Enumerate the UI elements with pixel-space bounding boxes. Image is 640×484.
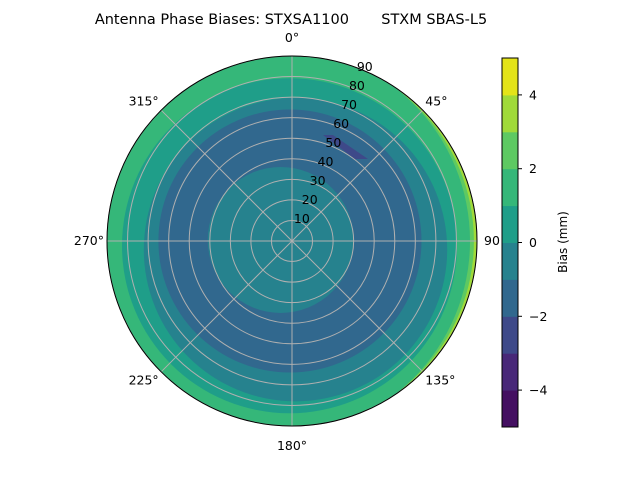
angular-tick-label: 315° xyxy=(129,94,159,109)
polar-grid xyxy=(106,55,478,427)
chart-title: Antenna Phase Biases: STXSA1100 STXM SBA… xyxy=(95,12,487,28)
angular-tick-label: 135° xyxy=(425,372,455,387)
radial-tick-labels: 10 20 30 40 50 60 70 80 90 xyxy=(294,59,373,226)
radial-tick-label: 50 xyxy=(325,135,341,150)
colorbar-tick-label: 0 xyxy=(529,235,537,250)
polar-frame xyxy=(106,55,478,427)
colorbar-segment xyxy=(502,316,518,354)
angular-tick-label: 0° xyxy=(285,30,299,45)
colorbar-segment xyxy=(502,205,518,243)
angular-gridline xyxy=(291,109,424,242)
radial-tick-label: 60 xyxy=(333,116,349,131)
radial-tick-label: 90 xyxy=(357,59,373,74)
colorbar-tick-label: −4 xyxy=(529,383,547,398)
colorbar-label: Bias (mm) xyxy=(556,211,570,273)
colorbar-segment xyxy=(502,94,518,133)
angular-tick-label: 90 xyxy=(484,233,500,248)
colorbar-segment xyxy=(502,390,518,428)
angular-gridline xyxy=(291,240,424,373)
angular-tick-label: 225° xyxy=(129,372,159,387)
angular-tick-label: 270° xyxy=(74,233,104,248)
radial-tick-label: 70 xyxy=(341,97,357,112)
colorbar-tick-label: −2 xyxy=(529,309,547,324)
colorbar-tick-label: 2 xyxy=(529,161,537,176)
contour-region--1-to-0 xyxy=(207,167,354,313)
angular-gridline xyxy=(160,109,293,242)
colorbar: −4 −2 0 2 4 xyxy=(501,57,547,428)
colorbar-segment xyxy=(502,58,518,96)
colorbar-tick-label: 4 xyxy=(529,87,537,102)
radial-tick-label: 40 xyxy=(318,154,334,169)
angular-gridline xyxy=(160,240,293,373)
radial-tick-label: 30 xyxy=(310,173,326,188)
angular-tick-label: 180° xyxy=(277,438,307,453)
colorbar-segment xyxy=(502,168,518,207)
radial-tick-label: 20 xyxy=(302,192,318,207)
contour-region--3-to--2 xyxy=(322,134,368,159)
radial-tick-label: 80 xyxy=(349,78,365,93)
colorbar-segment xyxy=(502,131,518,170)
radial-tick-label: 10 xyxy=(294,211,310,226)
colorbar-segment xyxy=(502,353,518,391)
colorbar-segment xyxy=(502,279,518,317)
colorbar-segment xyxy=(502,242,518,280)
angular-tick-labels: 0° 45° 90 135° 180° 225° 270° 315° xyxy=(74,30,500,453)
angular-tick-label: 45° xyxy=(425,94,447,109)
